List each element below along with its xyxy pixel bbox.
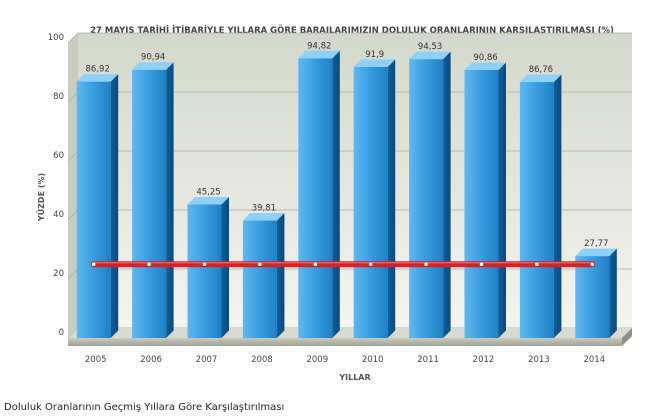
bar-top bbox=[409, 51, 451, 60]
gridline-side bbox=[67, 32, 79, 44]
data-label: 91,9 bbox=[365, 50, 384, 60]
bar-2009: 94,82 bbox=[298, 41, 340, 338]
gridline-side bbox=[67, 268, 79, 280]
reference-line-marker bbox=[91, 262, 96, 267]
bar-side bbox=[276, 213, 285, 338]
data-label: 39,81 bbox=[252, 204, 276, 214]
reference-line-marker bbox=[258, 262, 262, 267]
bar-front bbox=[187, 204, 222, 338]
data-label: 90,86 bbox=[473, 53, 497, 63]
bar-front bbox=[353, 66, 388, 339]
bar-top bbox=[464, 62, 506, 70]
gridline-side bbox=[67, 150, 79, 162]
data-label: 86,92 bbox=[86, 65, 110, 75]
bar-2011: 94,53 bbox=[409, 42, 451, 338]
reference-line-marker bbox=[424, 262, 428, 267]
plot-left-wall bbox=[68, 33, 78, 338]
bar-top bbox=[353, 59, 396, 67]
reference-line-marker bbox=[590, 262, 595, 267]
bar-2008: 39,81 bbox=[242, 204, 285, 338]
reference-line-marker bbox=[368, 262, 373, 267]
reference-line-marker bbox=[479, 262, 484, 267]
x-tick-label: 2011 bbox=[417, 355, 439, 365]
bar-2014: 27,77 bbox=[575, 239, 617, 338]
y-tick-label: 80 bbox=[53, 92, 64, 102]
chart-caption: Doluluk Oranlarının Geçmiş Yıllara Göre … bbox=[4, 402, 285, 413]
y-axis-ticks: 0 20 40 60 80 100 bbox=[48, 33, 64, 338]
bar-front bbox=[575, 256, 610, 338]
bar-top bbox=[76, 74, 119, 82]
y-tick-label: 100 bbox=[48, 33, 64, 43]
bar-side bbox=[553, 74, 562, 339]
bar-side bbox=[221, 197, 229, 338]
chart-title: 27 MAYIS TARİHİ İTİBARİYLE YILLARA GÖRE … bbox=[90, 25, 614, 36]
plot-floor-edge bbox=[68, 338, 622, 346]
bar-2010: 91,9 bbox=[353, 50, 396, 339]
reference-line-marker bbox=[202, 262, 207, 267]
bar-front bbox=[242, 220, 277, 338]
y-tick-label: 20 bbox=[53, 269, 64, 279]
bar-side bbox=[332, 50, 340, 338]
bar-side bbox=[498, 62, 506, 338]
x-tick-label: 2009 bbox=[306, 355, 328, 365]
bar-top bbox=[242, 213, 285, 221]
bar-top bbox=[298, 50, 340, 59]
plot-floor-corner bbox=[622, 328, 632, 346]
bar-2013: 86,76 bbox=[519, 65, 562, 339]
bar-top bbox=[519, 74, 562, 83]
reference-line-marker bbox=[535, 262, 539, 267]
bar-side bbox=[387, 59, 396, 339]
gridline-side bbox=[67, 91, 79, 103]
x-tick-label: 2008 bbox=[251, 355, 273, 365]
y-tick-label: 0 bbox=[59, 328, 64, 338]
reference-line-marker bbox=[147, 262, 151, 267]
x-axis-title: YILLAR bbox=[338, 373, 370, 382]
x-tick-label: 2013 bbox=[528, 355, 550, 365]
bar-side bbox=[609, 248, 617, 338]
data-label: 86,76 bbox=[529, 65, 553, 75]
x-tick-label: 2010 bbox=[362, 355, 384, 365]
x-axis-ticks: 2005 2006 2007 2008 2009 2010 2011 2012 2013 2014 bbox=[85, 355, 605, 365]
bar-2006: 90,94 bbox=[132, 53, 174, 339]
x-tick-label: 2014 bbox=[583, 355, 605, 365]
bar-2005: 86,92 bbox=[76, 65, 119, 338]
x-tick-label: 2012 bbox=[473, 355, 495, 365]
bars-group: 86,92 90,94 45,25 39,81 94,82 91,9 94,53 90,86 8… bbox=[76, 41, 617, 339]
bar-top bbox=[132, 62, 174, 70]
data-label: 94,82 bbox=[307, 41, 331, 51]
bar-side bbox=[110, 74, 119, 338]
bar-front bbox=[132, 69, 167, 339]
bar-2012: 90,86 bbox=[464, 53, 506, 338]
bar-front bbox=[76, 81, 111, 338]
x-tick-label: 2007 bbox=[196, 355, 218, 365]
reference-line-group bbox=[90, 261, 596, 268]
x-tick-label: 2006 bbox=[140, 355, 162, 365]
bar-side bbox=[443, 51, 451, 338]
data-label: 45,25 bbox=[196, 188, 220, 198]
x-tick-label: 2005 bbox=[85, 355, 107, 365]
bar-front bbox=[519, 82, 554, 338]
bar-top bbox=[575, 248, 617, 257]
y-axis-title: YÜZDE (%) bbox=[36, 173, 46, 222]
data-label: 27,77 bbox=[584, 239, 608, 249]
gridline-side bbox=[67, 209, 79, 221]
bar-side bbox=[166, 62, 174, 339]
bar-front bbox=[464, 69, 499, 338]
y-tick-label: 60 bbox=[53, 151, 64, 161]
data-label: 94,53 bbox=[418, 42, 442, 52]
reference-line-marker bbox=[313, 262, 318, 267]
bar-front bbox=[298, 58, 333, 338]
bar-top bbox=[187, 197, 229, 205]
data-label: 90,94 bbox=[141, 53, 165, 63]
y-tick-label: 40 bbox=[53, 210, 64, 220]
bar-front bbox=[409, 59, 444, 338]
bar-2007: 45,25 bbox=[187, 188, 229, 338]
